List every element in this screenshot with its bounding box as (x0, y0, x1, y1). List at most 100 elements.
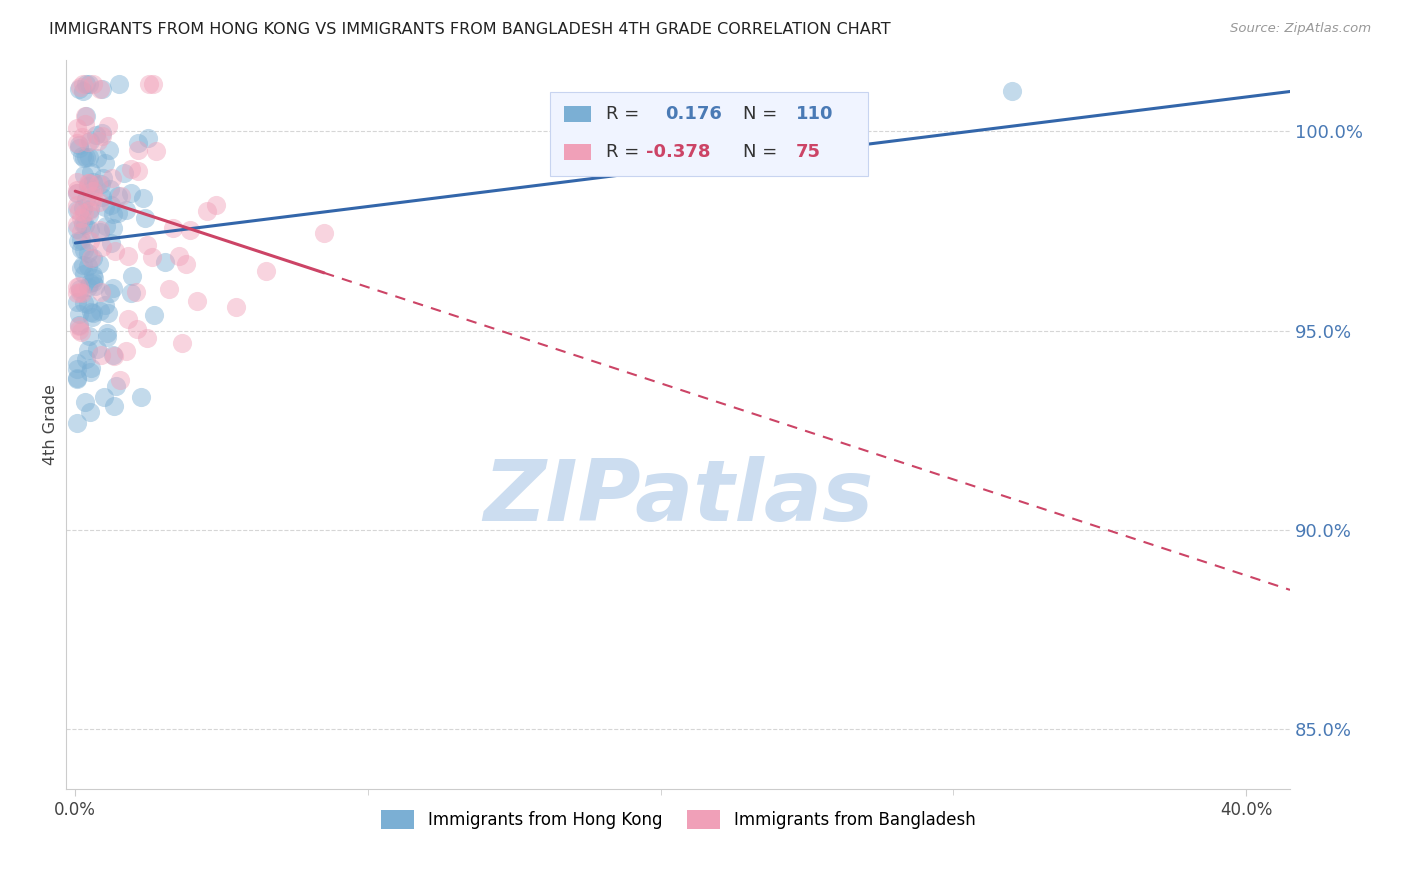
Point (73, 296, 96, 310)
Point (70, 286, 93, 301)
Point (80, 305, 103, 319)
Point (104, 378, 127, 392)
Point (86, 177, 108, 191)
Point (82, 77, 104, 91)
Point (84, 128, 107, 142)
Point (108, 373, 131, 387)
Point (169, 249, 191, 263)
Point (73, 267, 96, 281)
Point (90, 285, 112, 300)
Point (186, 294, 208, 309)
Point (66, 222, 89, 236)
Point (73, 206, 96, 220)
Point (66, 217, 89, 231)
Point (100, 236, 122, 251)
FancyBboxPatch shape (550, 93, 868, 177)
Point (115, 203, 138, 218)
Text: Source: ZipAtlas.com: Source: ZipAtlas.com (1230, 22, 1371, 36)
Point (66, 372, 89, 386)
Point (204, 198, 226, 212)
Point (101, 207, 124, 221)
Text: R =: R = (606, 105, 640, 123)
Point (82, 251, 104, 265)
Point (66, 235, 89, 249)
Point (82, 268, 104, 282)
Point (79, 276, 101, 290)
Point (66, 186, 89, 200)
Text: -0.378: -0.378 (647, 144, 711, 161)
Point (94, 200, 117, 214)
Point (120, 285, 142, 300)
Point (97, 306, 120, 320)
Point (96, 330, 118, 344)
Point (225, 300, 247, 314)
Point (100, 198, 122, 212)
Point (80, 360, 103, 375)
Point (312, 226, 335, 240)
Point (75, 150, 97, 164)
Point (90, 126, 112, 140)
Point (87, 134, 110, 148)
Point (79, 202, 101, 217)
Point (91, 240, 114, 254)
Point (75, 192, 97, 206)
Point (110, 189, 132, 203)
Point (66, 198, 89, 212)
Point (80, 310, 103, 324)
Point (73, 169, 96, 183)
Point (86, 151, 108, 165)
Point (67, 279, 90, 293)
Point (125, 322, 148, 336)
Point (66, 356, 89, 370)
Text: N =: N = (744, 144, 778, 161)
Text: 75: 75 (796, 144, 821, 161)
Point (176, 256, 198, 270)
Point (66, 362, 89, 376)
Point (72, 151, 94, 165)
Point (82, 306, 104, 320)
Point (120, 161, 142, 176)
Point (142, 308, 165, 322)
Point (117, 312, 139, 326)
Point (80, 165, 103, 179)
Point (67, 322, 90, 336)
Point (76, 135, 98, 149)
Point (1001, 85, 1024, 99)
Point (79, 366, 101, 380)
Point (103, 399, 125, 413)
Text: ZIPatlas: ZIPatlas (484, 456, 873, 539)
Point (77, 343, 100, 358)
Point (82, 275, 104, 289)
Point (117, 249, 139, 263)
Point (108, 77, 131, 91)
Point (66, 294, 89, 309)
Point (127, 136, 149, 150)
Point (70, 233, 93, 247)
Point (127, 143, 149, 157)
Point (72, 258, 94, 272)
Point (77, 279, 100, 293)
Point (97, 143, 120, 157)
Point (77, 176, 100, 190)
Point (136, 131, 159, 145)
Point (90, 177, 112, 191)
Point (132, 191, 155, 205)
Point (75, 218, 97, 232)
Point (69, 285, 91, 300)
Point (80, 194, 103, 208)
Point (69, 242, 91, 256)
Point (90, 128, 112, 143)
Point (112, 166, 135, 180)
Legend: Immigrants from Hong Kong, Immigrants from Bangladesh: Immigrants from Hong Kong, Immigrants fr… (374, 803, 983, 836)
Point (79, 328, 101, 343)
Point (195, 203, 218, 218)
Point (172, 336, 194, 351)
Point (98, 285, 121, 300)
Point (134, 211, 156, 226)
Point (86, 342, 108, 356)
Point (66, 285, 89, 300)
Point (120, 186, 142, 200)
Point (100, 171, 122, 186)
Point (79, 183, 101, 197)
Point (103, 349, 125, 363)
